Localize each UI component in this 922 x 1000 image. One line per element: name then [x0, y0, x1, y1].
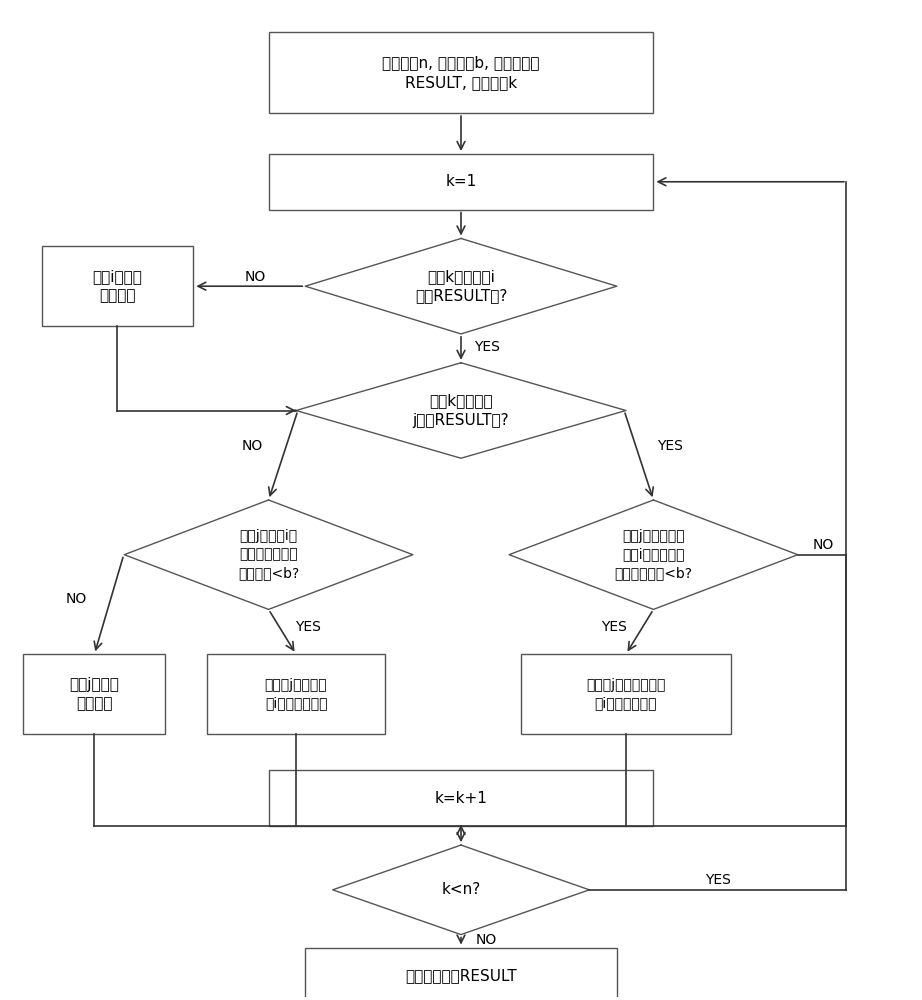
Text: 将节点j所在子区与节
点i所在子区合并: 将节点j所在子区与节 点i所在子区合并	[586, 678, 666, 710]
Text: NO: NO	[244, 270, 266, 284]
Polygon shape	[305, 238, 617, 334]
Polygon shape	[509, 500, 798, 609]
Text: YES: YES	[601, 620, 627, 634]
Polygon shape	[296, 363, 626, 458]
Polygon shape	[333, 845, 589, 935]
Text: 将节点j加入到节
点i所在的子区中: 将节点j加入到节 点i所在的子区中	[265, 678, 327, 710]
Text: 节点j与节点i所
在子区中所有节
点压力差<b?: 节点j与节点i所 在子区中所有节 点压力差<b?	[238, 529, 299, 580]
Bar	[268, 32, 654, 113]
Bar	[207, 654, 385, 734]
Bar	[268, 770, 654, 826]
Text: 节点j成为一
个新子区: 节点j成为一 个新子区	[69, 677, 119, 711]
Bar	[23, 654, 165, 734]
Text: NO: NO	[242, 439, 263, 453]
Text: NO: NO	[812, 538, 833, 552]
Bar	[41, 246, 193, 326]
Text: NO: NO	[65, 592, 87, 606]
Text: NO: NO	[476, 933, 497, 947]
Text: YES: YES	[474, 340, 500, 354]
Bar	[268, 154, 654, 210]
Bar	[305, 948, 617, 1000]
Text: 管段k起始节点i
已在RESULT中?: 管段k起始节点i 已在RESULT中?	[415, 269, 507, 304]
Bar	[521, 654, 731, 734]
Text: 管段k终止节点
j已在RESULT中?: 管段k终止节点 j已在RESULT中?	[413, 393, 509, 428]
Text: k=k+1: k=k+1	[434, 791, 488, 806]
Text: YES: YES	[657, 439, 683, 453]
Text: k=1: k=1	[445, 174, 477, 189]
Text: k<n?: k<n?	[442, 882, 480, 897]
Text: YES: YES	[704, 873, 730, 887]
Text: YES: YES	[295, 620, 321, 634]
Text: 管段总数n, 分区阈值b, 初始化矩阵
RESULT, 管段编号k: 管段总数n, 分区阈值b, 初始化矩阵 RESULT, 管段编号k	[383, 55, 539, 90]
Text: 节点i成为一
个新子区: 节点i成为一 个新子区	[92, 269, 142, 304]
Text: 输出分区结果RESULT: 输出分区结果RESULT	[405, 968, 517, 983]
Text: 节点j所在子区与
节点i所在子区所
有节点压力差<b?: 节点j所在子区与 节点i所在子区所 有节点压力差<b?	[614, 529, 692, 580]
Polygon shape	[124, 500, 413, 609]
